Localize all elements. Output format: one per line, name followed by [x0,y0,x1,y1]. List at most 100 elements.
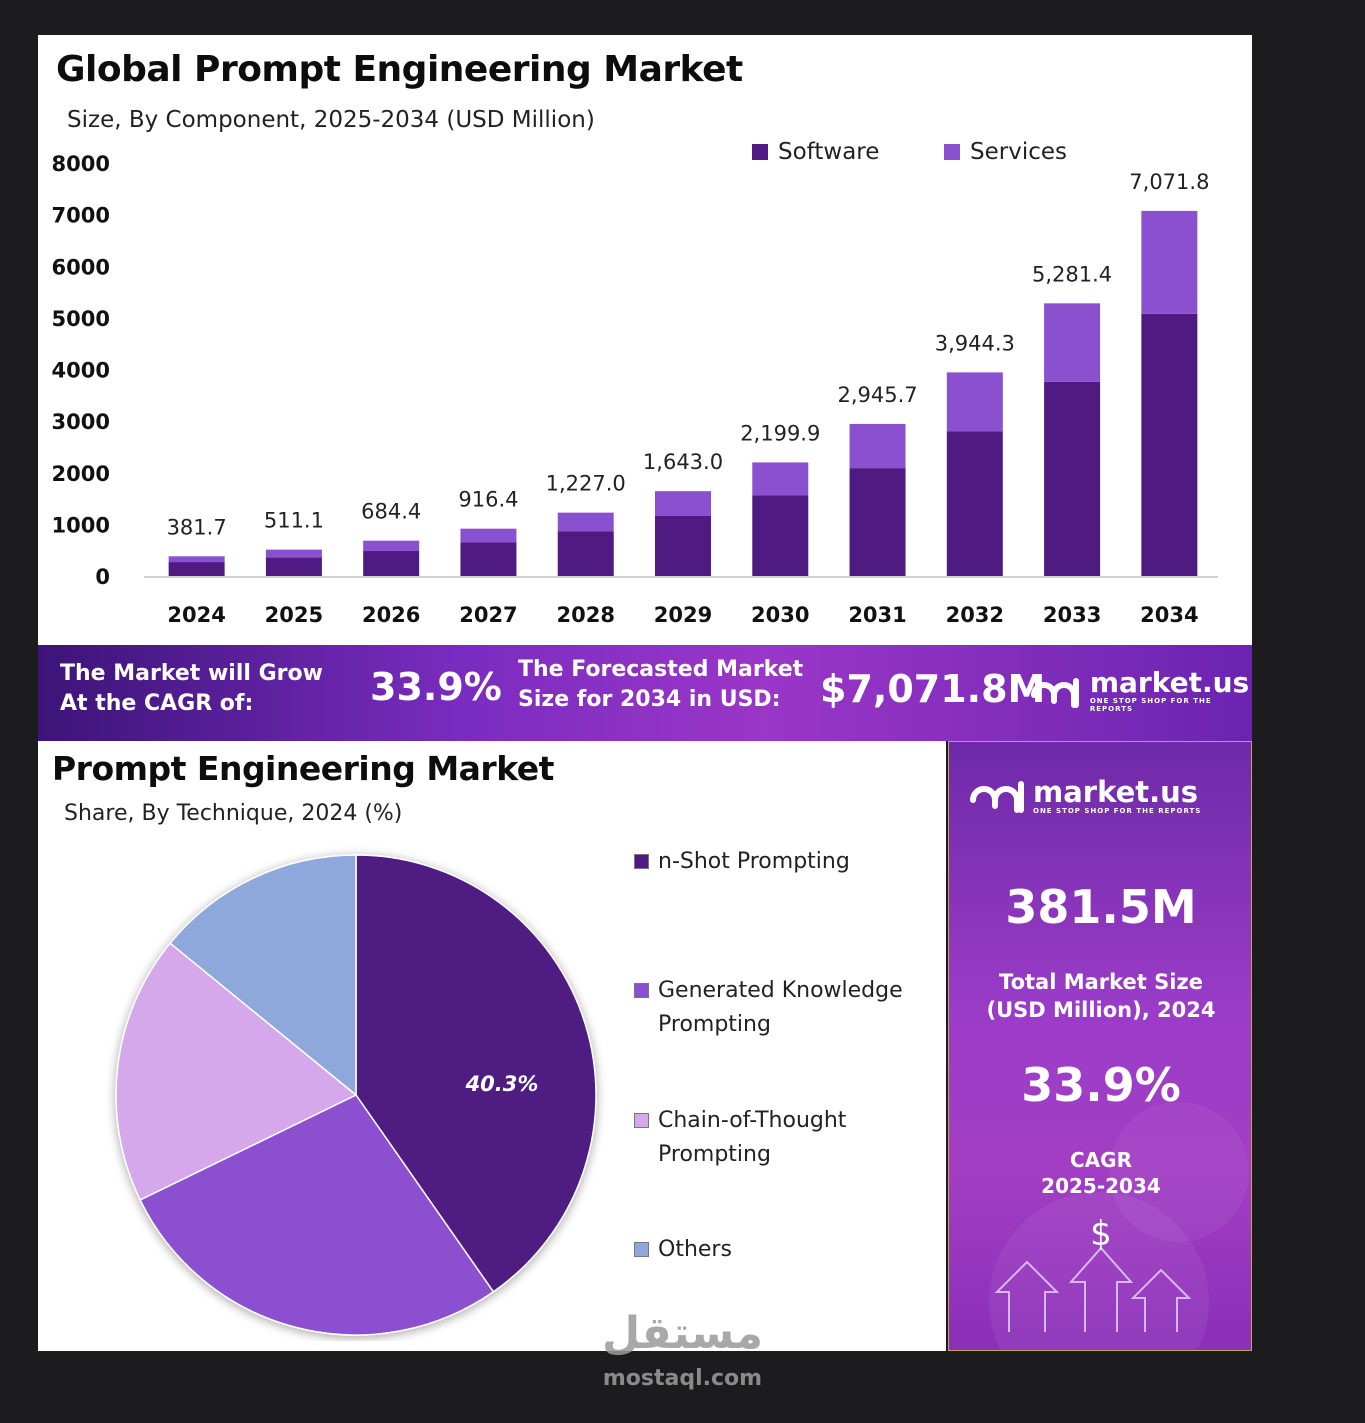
x-tick-label: 2026 [362,603,420,627]
x-tick-label: 2033 [1043,603,1101,627]
legend-services: Services [944,139,1067,165]
bar-total-label: 1,643.0 [643,450,723,474]
pie-legend-label: Generated Knowledge Prompting [658,978,903,1037]
bar-software-2027 [460,542,517,576]
bar-software-2033 [1044,381,1101,576]
bar-services-2026 [363,540,420,552]
pie-legend-label: n-Shot Prompting [658,849,850,874]
bar-total-label: 684.4 [361,500,421,524]
pie-slice-generated-knowledge-prompting [139,1094,495,1336]
pie-legend-item: Others [634,1233,934,1267]
bar-services-2025 [265,549,322,558]
pie-legend-item: Chain-of-Thought Prompting [634,1104,934,1172]
legend-software-swatch [752,144,768,160]
arrow-up-icon [1130,1268,1192,1332]
cagr-value: 33.9% [370,665,502,709]
card-background-art [989,1102,1249,1350]
bar-software-2034 [1141,313,1198,576]
summary-banner: The Market will Grow At the CAGR of: 33.… [38,645,1252,741]
bar-total-label: 2,945.7 [837,383,917,407]
forecast-label-line1: The Forecasted Market [518,657,804,682]
bar-software-2030 [752,495,809,576]
card-logo-word: market.us [1033,775,1199,809]
bar-total-label: 511.1 [264,509,324,533]
bar-chart-panel: Global Prompt Engineering Market Size, B… [38,35,1252,645]
bar-services-2032 [946,372,1003,432]
x-tick-label: 2028 [557,603,615,627]
bar-software-2026 [363,551,420,576]
y-tick-label: 3000 [52,410,110,434]
bar-total-label: 3,944.3 [935,331,1015,355]
banner-logo-tag: ONE STOP SHOP FOR THE REPORTS [1089,697,1212,713]
market-us-logo-icon [1031,678,1079,708]
pie-legend-label: Others [658,1237,732,1262]
bar-total-label: 7,071.8 [1129,170,1209,194]
bar-services-2024 [168,556,225,563]
bar-services-2033 [1044,303,1101,382]
y-tick-label: 5000 [52,307,110,331]
y-tick-label: 2000 [52,462,110,486]
pie-chart: 40.3% [115,854,597,1336]
market-size-label-line1: Total Market Size [999,970,1203,994]
pie-legend-label: Chain-of-Thought Prompting [658,1108,847,1167]
bar-services-2030 [752,462,809,496]
banner-logo: market.us ONE STOP SHOP FOR THE REPORTS [1028,669,1252,713]
watermark-arabic: مستقل [602,1308,763,1359]
y-tick-label: 7000 [52,204,110,228]
bar-chart: 8000 7000 6000 5000 4000 3000 2000 1000 0 381.7 20… [52,152,1218,627]
bar-chart-subtitle: Size, By Component, 2025-2034 (USD Milli… [67,107,595,133]
market-us-logo-icon [970,781,1024,813]
bar-software-2028 [557,531,614,576]
pie-chart-panel: Prompt Engineering Market Share, By Tech… [38,741,946,1351]
bar-chart-title: Global Prompt Engineering Market [56,49,743,90]
pie-legend-swatch [634,854,649,869]
y-tick-label: 0 [95,565,110,589]
legend-services-label: Services [970,139,1067,165]
pie-chart-subtitle: Share, By Technique, 2024 (%) [64,801,403,826]
card-cagr-label-line2: 2025-2034 [1041,1174,1161,1198]
x-tick-label: 2029 [654,603,712,627]
legend-software: Software [752,139,879,165]
x-tick-label: 2024 [167,603,225,627]
card-cagr-value: 33.9% [1021,1058,1181,1112]
y-tick-label: 4000 [52,359,110,383]
banner-logo-word: market.us [1089,666,1250,699]
bar-services-2031 [849,423,906,469]
x-tick-label: 2027 [459,603,517,627]
bar-total-label: 2,199.9 [740,421,820,445]
legend-software-label: Software [778,139,880,165]
bar-software-2031 [849,468,906,576]
pie-legend-swatch [634,1113,649,1128]
pie-legend-swatch [634,983,649,998]
y-tick-label: 1000 [52,513,110,537]
pie-slice-label: 40.3% [465,1072,539,1096]
market-size-value: 381.5M [1005,880,1197,934]
bar-services-2027 [460,528,517,543]
arrow-up-icon [994,1260,1060,1332]
pie-chart-title: Prompt Engineering Market [52,749,554,788]
pie-slice-others [169,854,357,1097]
bar-total-label: 381.7 [167,515,227,539]
x-tick-label: 2032 [946,603,1004,627]
pie-legend-item: Generated Knowledge Prompting [634,974,934,1042]
dollar-icon: $ [1090,1214,1112,1254]
bar-services-2029 [655,491,711,516]
pie-slice-n-shot-prompting [355,854,597,1293]
x-tick-label: 2034 [1140,603,1198,627]
pie-legend-item: n-Shot Prompting [634,845,934,879]
card-logo: market.us ONE STOP SHOP FOR THE REPORTS [967,772,1201,820]
card-cagr-label-line1: CAGR [1070,1148,1132,1172]
arrow-up-icon [1068,1246,1134,1332]
pie-slice-chain-of-thought-prompting [115,942,358,1201]
bar-software-2029 [655,515,711,576]
bar-services-2034 [1141,210,1198,314]
legend-services-swatch [944,144,960,160]
forecast-label-line2: Size for 2034 in USD: [518,687,781,712]
cagr-label-line2: At the CAGR of: [60,691,254,716]
forecast-value: $7,071.8M [820,667,1046,711]
y-tick-label: 6000 [52,255,110,279]
bar-software-2024 [168,562,225,576]
bar-total-label: 5,281.4 [1032,262,1112,286]
bar-software-2025 [265,557,322,576]
cagr-label-line1: The Market will Grow [60,661,323,686]
